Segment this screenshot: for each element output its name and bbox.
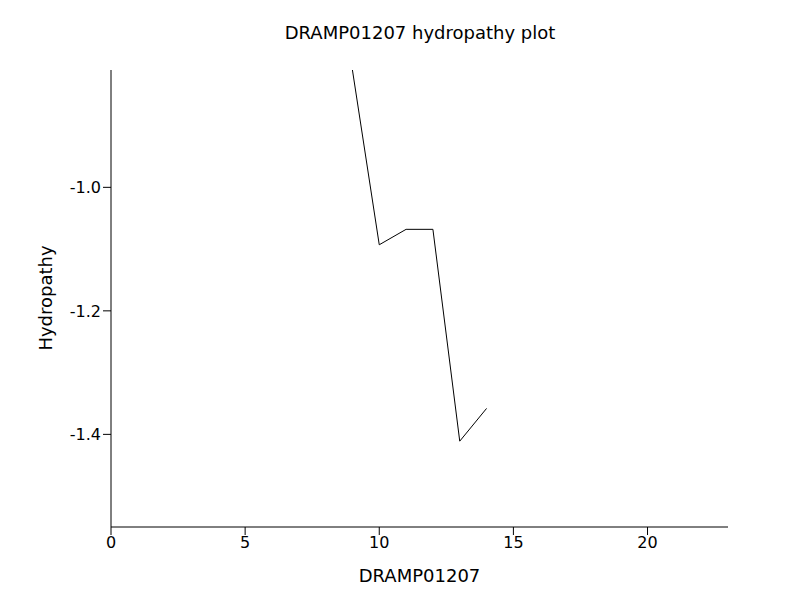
svg-text:-1.0: -1.0 [70, 178, 101, 197]
html-text:Hydropathy: Hydropathy [34, 245, 56, 351]
svg-text:-1.2: -1.2 [70, 302, 101, 321]
svg-text:20: 20 [637, 533, 657, 552]
svg-text:10: 10 [369, 533, 389, 552]
html-text:DRAMP01207: DRAMP01207 [358, 565, 481, 586]
svg-text:-1.4: -1.4 [70, 425, 101, 444]
svg-text:5: 5 [240, 533, 250, 552]
html-text:DRAMP01207 hydropathy plot: DRAMP01207 hydropathy plot [284, 22, 556, 43]
svg-text:0: 0 [106, 533, 116, 552]
svg-text:15: 15 [503, 533, 523, 552]
